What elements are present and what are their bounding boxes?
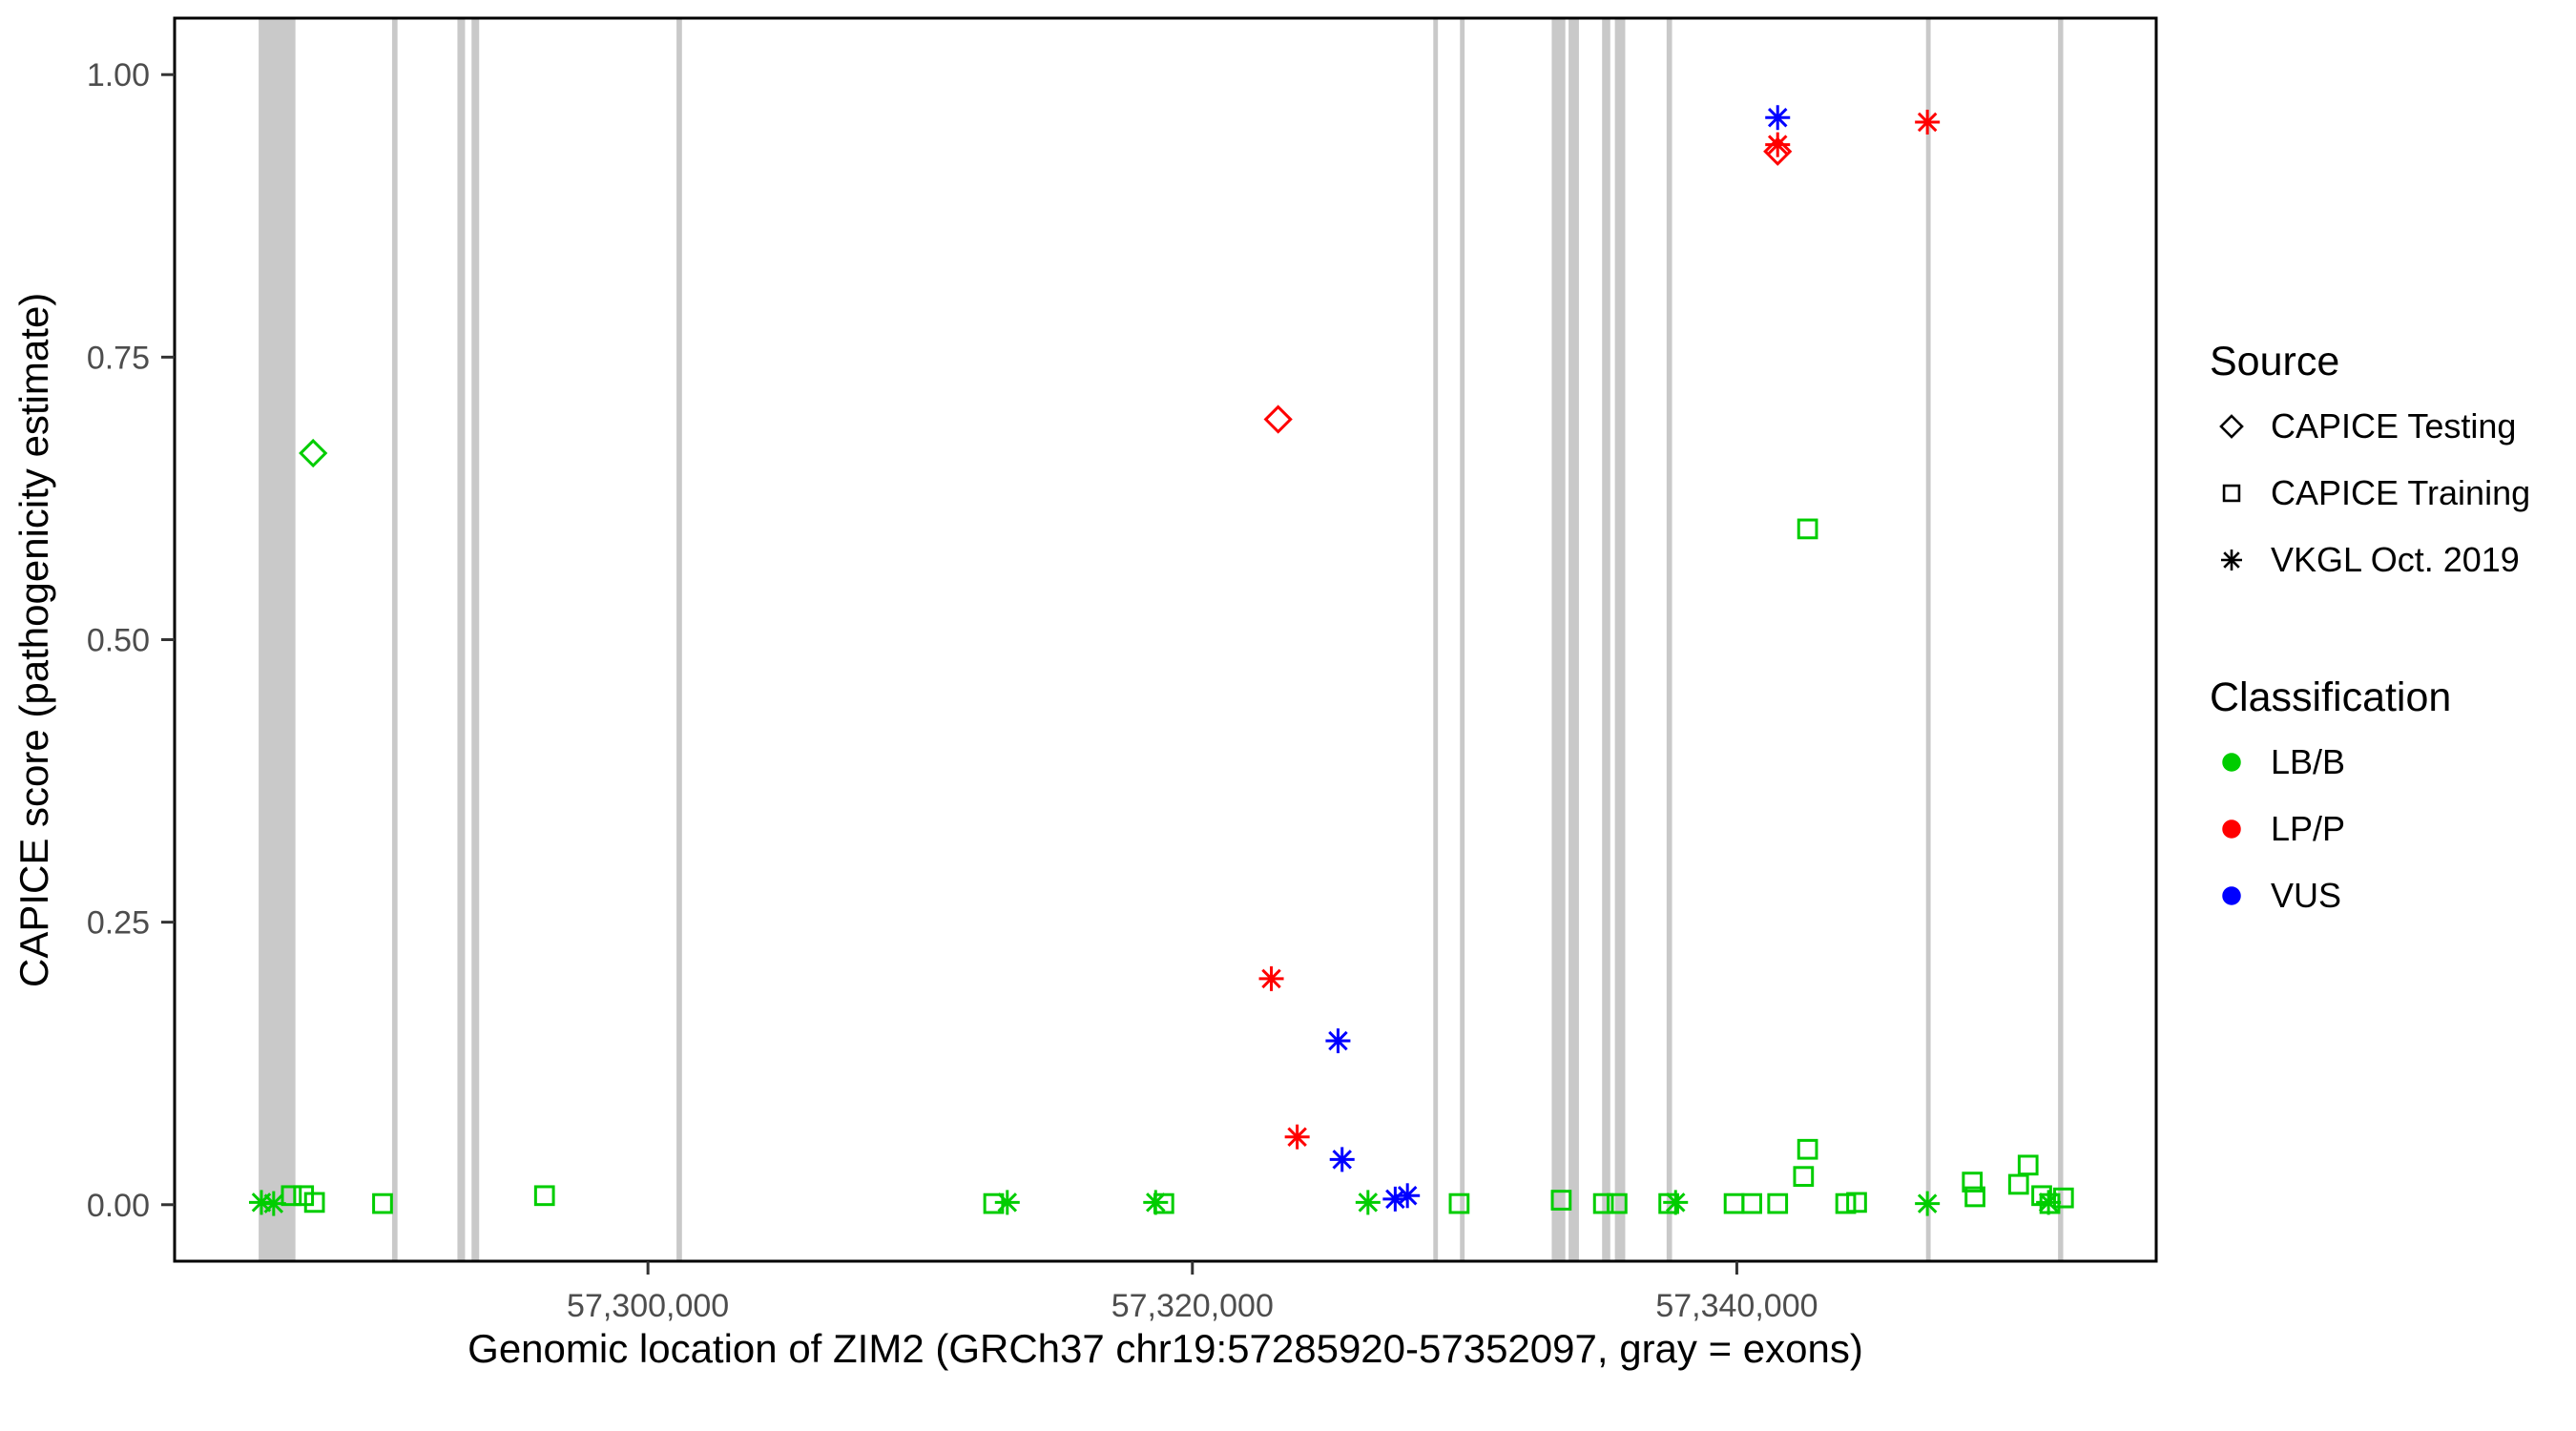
data-point-square bbox=[1607, 1192, 1628, 1214]
data-point-asterisk bbox=[1663, 1190, 1689, 1215]
legend-item-vkgl-oct-2019: VKGL Oct. 2019 bbox=[2210, 527, 2530, 593]
data-point-asterisk bbox=[1915, 1191, 1941, 1216]
legend-item-label: CAPICE Training bbox=[2271, 473, 2531, 512]
data-point-asterisk bbox=[1258, 965, 1284, 991]
exon-bar bbox=[1433, 18, 1439, 1261]
exon-bar bbox=[1568, 18, 1579, 1261]
data-point-asterisk bbox=[1284, 1124, 1310, 1150]
data-point-square bbox=[1767, 1192, 1789, 1214]
exon-bar bbox=[391, 18, 398, 1261]
exon-bar bbox=[471, 18, 480, 1261]
legend-source: Source CAPICE Testing CAPICE Training VKGL … bbox=[2210, 330, 2530, 593]
x-tick-label: 57,340,000 bbox=[1655, 1288, 1818, 1324]
legend-classification: Classification LB/B LP/P VUS bbox=[2210, 666, 2451, 929]
data-point-asterisk bbox=[1395, 1183, 1421, 1209]
legend-item-label: VKGL Oct. 2019 bbox=[2271, 540, 2520, 579]
data-point-diamond bbox=[299, 438, 328, 468]
x-tick-label: 57,320,000 bbox=[1111, 1288, 1274, 1324]
data-point-square bbox=[1592, 1192, 1614, 1214]
y-tick-label: 0.00 bbox=[87, 1188, 150, 1224]
exon-bar bbox=[1460, 18, 1465, 1261]
diamond-icon bbox=[2219, 414, 2244, 439]
dot-icon bbox=[2222, 819, 2241, 839]
square-icon bbox=[2222, 484, 2241, 503]
data-point-square bbox=[1797, 518, 1818, 540]
data-point-asterisk bbox=[1915, 109, 1941, 135]
data-point-square bbox=[1723, 1192, 1745, 1214]
legend-item-label: LB/B bbox=[2271, 742, 2346, 781]
exon-bar bbox=[259, 18, 296, 1261]
y-tick-label: 0.25 bbox=[87, 905, 150, 942]
exon-bar bbox=[457, 18, 466, 1261]
data-point-square bbox=[1550, 1190, 1572, 1211]
data-point-square bbox=[280, 1185, 302, 1207]
data-point-square bbox=[2007, 1173, 2029, 1195]
data-point-asterisk bbox=[1765, 132, 1791, 157]
data-point-square bbox=[1962, 1172, 1984, 1192]
data-point-asterisk bbox=[994, 1190, 1020, 1215]
exon-bar bbox=[1666, 18, 1672, 1261]
data-point-square bbox=[2039, 1192, 2061, 1214]
data-point-asterisk bbox=[1765, 105, 1791, 131]
data-point-square bbox=[2017, 1154, 2039, 1176]
data-point-square bbox=[1964, 1186, 1985, 1208]
legend-item-lp-p: LP/P bbox=[2210, 796, 2451, 862]
exon-bar bbox=[1614, 18, 1626, 1261]
data-point-square bbox=[1835, 1192, 1857, 1214]
data-point-square bbox=[372, 1192, 393, 1214]
legend-item-label: LP/P bbox=[2271, 809, 2346, 848]
legend-item-label: CAPICE Testing bbox=[2271, 406, 2517, 446]
data-point-asterisk bbox=[1329, 1147, 1355, 1172]
legend-title: Source bbox=[2210, 338, 2340, 384]
legend-item-lb-b: LB/B bbox=[2210, 729, 2451, 796]
data-point-diamond bbox=[1263, 404, 1293, 434]
legend-title: Classification bbox=[2210, 674, 2452, 720]
exon-bar bbox=[1925, 18, 1931, 1261]
x-tick-label: 57,300,000 bbox=[567, 1288, 729, 1324]
y-axis-title: CAPICE score (pathogenicity estimate) bbox=[11, 292, 56, 987]
data-point-asterisk bbox=[1325, 1028, 1351, 1054]
exon-bar bbox=[2058, 18, 2064, 1261]
data-point-square bbox=[293, 1185, 315, 1207]
data-point-asterisk bbox=[1355, 1190, 1381, 1215]
data-point-asterisk bbox=[260, 1191, 286, 1216]
exon-bar bbox=[1602, 18, 1610, 1261]
legend-item-capice-testing: CAPICE Testing bbox=[2210, 393, 2530, 460]
data-point-square bbox=[1448, 1192, 1470, 1214]
data-point-square bbox=[1846, 1192, 1867, 1213]
data-point-square bbox=[1153, 1192, 1174, 1214]
y-tick-label: 0.75 bbox=[87, 340, 150, 376]
legend-item-capice-training: CAPICE Training bbox=[2210, 460, 2530, 527]
asterisk-icon bbox=[2221, 550, 2242, 570]
legend-item-label: VUS bbox=[2271, 876, 2342, 915]
data-point-square bbox=[2052, 1187, 2074, 1209]
data-point-asterisk bbox=[1382, 1186, 1408, 1212]
legend-item-vus: VUS bbox=[2210, 862, 2451, 929]
x-axis-title: Genomic location of ZIM2 (GRCh37 chr19:5… bbox=[467, 1326, 1863, 1371]
dot-icon bbox=[2222, 886, 2241, 905]
y-tick-label: 0.50 bbox=[87, 623, 150, 659]
data-point-square bbox=[1793, 1166, 1815, 1188]
data-point-square bbox=[1797, 1138, 1818, 1160]
dot-icon bbox=[2222, 753, 2241, 772]
data-point-square bbox=[303, 1192, 325, 1213]
exon-bar bbox=[1551, 18, 1566, 1261]
exon-bar bbox=[676, 18, 682, 1261]
data-point-square bbox=[533, 1185, 555, 1207]
data-point-square bbox=[1741, 1192, 1762, 1214]
y-tick-label: 1.00 bbox=[87, 57, 150, 93]
data-point-diamond bbox=[1763, 136, 1793, 166]
